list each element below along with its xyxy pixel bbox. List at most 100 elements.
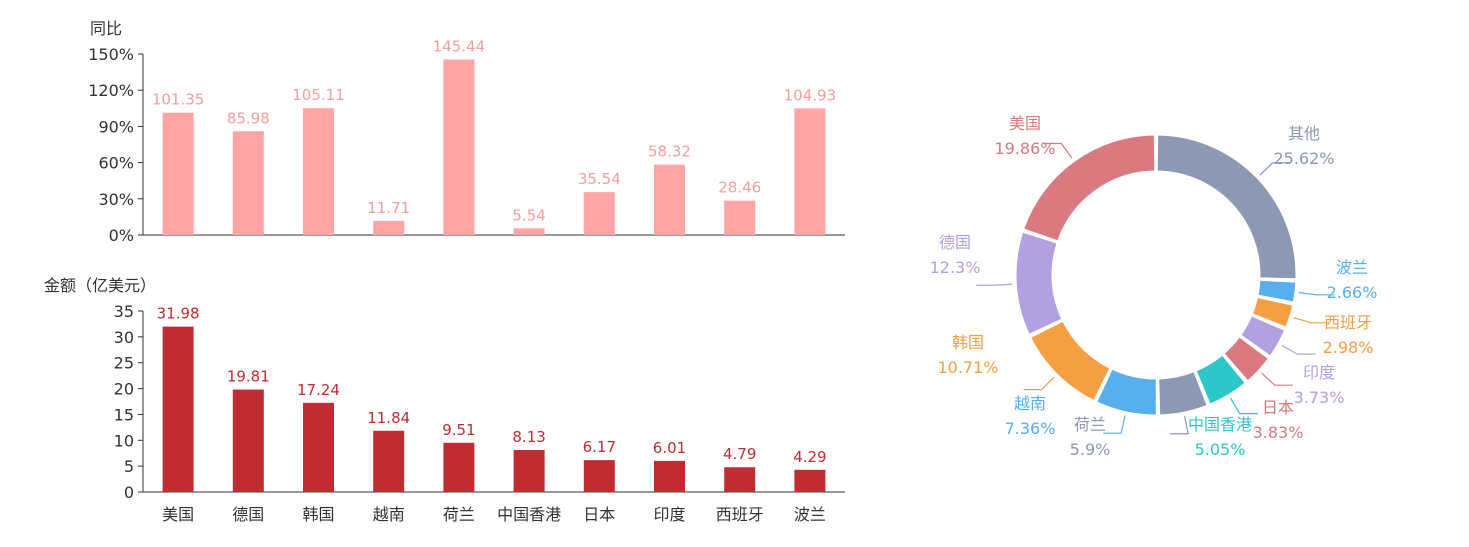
top-y-axis-label: 同比: [90, 19, 122, 38]
x-category-label: 西班牙: [716, 505, 764, 524]
top-bar: [583, 192, 615, 235]
bottom-bar-value-label: 9.51: [442, 421, 475, 439]
donut-slice: [1156, 134, 1297, 280]
top-bar: [443, 59, 475, 236]
x-category-label: 美国: [162, 505, 194, 524]
donut-slice-percent: 10.71%: [937, 358, 998, 377]
top-y-tick-label: 150%: [88, 45, 134, 64]
bottom-y-tick-label: 20: [114, 380, 134, 399]
bottom-bar-value-label: 11.84: [367, 409, 410, 427]
top-bar-value-label: 101.35: [152, 91, 205, 109]
donut-slice-percent: 19.86%: [994, 139, 1055, 158]
donut-slice-name: 印度: [1303, 363, 1335, 382]
donut-leader-line: [1170, 416, 1189, 435]
top-bar: [373, 220, 405, 235]
top-bar: [303, 108, 334, 235]
donut-slice-name: 日本: [1262, 398, 1294, 417]
top-bar-value-label: 5.54: [512, 206, 545, 224]
donut-leader-line: [1298, 292, 1335, 296]
donut-leader-line: [976, 283, 1013, 286]
top-bar-value-label: 104.93: [784, 86, 837, 104]
donut-slice-name: 西班牙: [1324, 313, 1372, 332]
bottom-y-tick-label: 10: [114, 431, 134, 450]
donut-leader-line: [1043, 142, 1073, 159]
donut-slice: [1023, 134, 1156, 242]
top-y-tick-label: 30%: [98, 190, 134, 209]
bottom-y-axis-label: 金额（亿美元）: [44, 276, 156, 295]
donut-leader-line: [1229, 397, 1258, 415]
donut-slice-percent: 25.62%: [1273, 149, 1334, 168]
bottom-bar-value-label: 17.24: [297, 381, 340, 399]
donut-slice-name: 德国: [939, 233, 971, 252]
top-bar-value-label: 11.71: [367, 199, 410, 217]
bottom-y-tick-label: 30: [114, 328, 134, 347]
x-category-label: 日本: [583, 505, 615, 524]
bottom-bar: [583, 460, 615, 492]
bottom-y-tick-label: 25: [114, 354, 134, 373]
bottom-bar-value-label: 31.98: [157, 305, 200, 323]
bottom-bar-value-label: 8.13: [512, 428, 545, 446]
x-category-label: 德国: [232, 505, 264, 524]
top-bar-value-label: 28.46: [718, 179, 761, 197]
top-bar: [724, 200, 756, 235]
donut-slice-name: 韩国: [952, 333, 984, 352]
donut-leader-line: [1103, 415, 1126, 434]
bottom-bar: [232, 389, 264, 492]
bottom-bar-chart: 金额（亿美元） 0 5 10 15 20 25 30 35 31.98 美国 19.81 德国 17.24…: [44, 276, 845, 524]
top-bar: [654, 164, 685, 235]
donut-slice: [1195, 354, 1246, 405]
donut-slice-percent: 3.73%: [1294, 388, 1345, 407]
x-category-label: 中国香港: [497, 505, 561, 524]
donut-slice-name: 荷兰: [1074, 415, 1106, 434]
donut-slice-percent: 7.36%: [1005, 419, 1056, 438]
top-bar: [232, 131, 264, 235]
donut-slice-percent: 2.98%: [1323, 338, 1374, 357]
x-category-label: 韩国: [302, 505, 334, 524]
bottom-y-tick-label: 15: [114, 405, 134, 424]
donut-slice-name: 其他: [1288, 124, 1320, 143]
donut-slice: [1096, 368, 1157, 416]
donut-slice: [1029, 320, 1111, 402]
donut-slice-percent: 3.83%: [1253, 423, 1304, 442]
bottom-bar: [443, 442, 475, 492]
donut-slice: [1223, 336, 1270, 382]
top-bar: [513, 228, 545, 235]
bottom-bar-value-label: 4.79: [723, 445, 756, 463]
x-category-label: 波兰: [794, 505, 826, 524]
donut-leader-line: [1259, 162, 1291, 176]
bottom-y-tick-label: 5: [124, 457, 134, 476]
bottom-bar: [373, 430, 405, 492]
bottom-bar: [513, 449, 545, 492]
bottom-bar: [654, 460, 685, 492]
bottom-bar: [162, 326, 194, 492]
donut-slice-percent: 2.66%: [1327, 283, 1378, 302]
x-category-label: 印度: [653, 505, 685, 524]
bottom-bar: [794, 469, 826, 492]
top-bar-value-label: 58.32: [648, 143, 691, 161]
donut-slice-percent: 5.9%: [1070, 440, 1111, 459]
top-bar: [162, 112, 194, 235]
x-category-label: 荷兰: [443, 505, 475, 524]
donut-slice: [1015, 231, 1063, 336]
donut-slice: [1257, 279, 1297, 303]
top-bar: [794, 108, 826, 235]
top-bar-value-label: 85.98: [227, 109, 270, 127]
donut-leader-line: [1261, 372, 1293, 386]
donut-slice: [1240, 315, 1286, 357]
x-category-label: 越南: [373, 505, 405, 524]
bottom-y-tick-label: 35: [114, 302, 134, 321]
donut-leader-line: [1281, 344, 1316, 355]
bottom-bar-value-label: 6.01: [653, 439, 686, 457]
donut-slice-percent: 5.05%: [1195, 440, 1246, 459]
bottom-bar-value-label: 4.29: [793, 448, 826, 466]
top-y-tick-label: 120%: [88, 81, 134, 100]
donut-slice-name: 美国: [1009, 114, 1041, 133]
bottom-bar-value-label: 19.81: [227, 368, 270, 386]
bottom-bar: [724, 467, 756, 492]
donut-slice: [1251, 296, 1294, 328]
top-y-tick-label: 0%: [109, 226, 134, 245]
donut-slice-name: 波兰: [1336, 258, 1368, 277]
donut-slice-percent: 12.3%: [930, 258, 981, 277]
donut-slice-name: 中国香港: [1188, 415, 1252, 434]
top-bar-value-label: 145.44: [433, 38, 486, 56]
